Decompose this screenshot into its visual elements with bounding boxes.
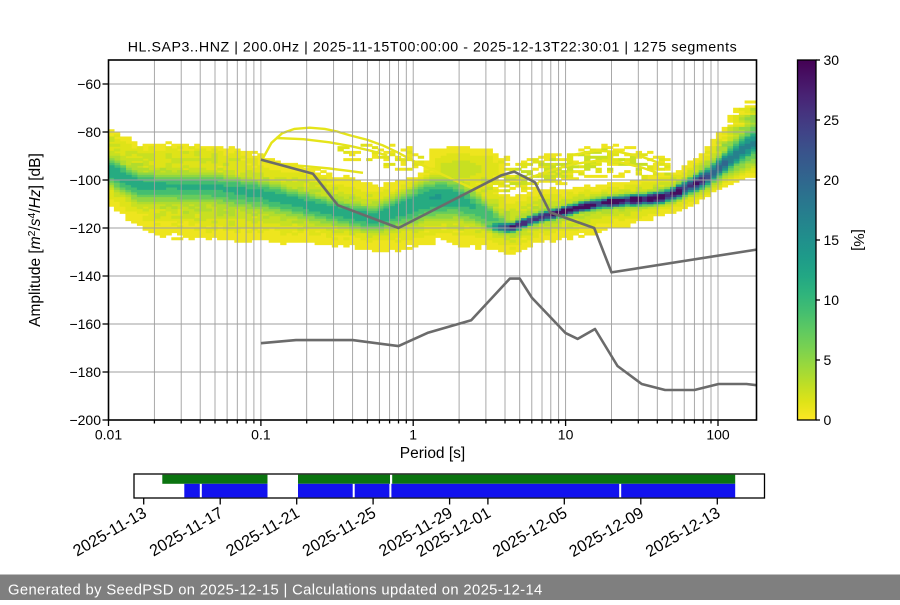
svg-text:0: 0 [824,412,832,428]
svg-text:5: 5 [824,352,832,368]
svg-text:1: 1 [409,427,417,443]
svg-text:20: 20 [824,172,840,188]
svg-text:−120: −120 [69,220,101,236]
svg-text:100: 100 [706,427,730,443]
svg-text:Generated by SeedPSD on 2025-1: Generated by SeedPSD on 2025-12-15 | Cal… [8,583,543,599]
svg-text:Period [s]: Period [s] [400,445,465,462]
svg-text:15: 15 [824,232,840,248]
svg-text:0.1: 0.1 [251,427,271,443]
svg-text:10: 10 [824,292,840,308]
svg-text:Amplitude [m2/s4/Hz] [dB]: Amplitude [m2/s4/Hz] [dB] [26,153,44,327]
svg-text:−180: −180 [69,364,101,380]
svg-text:−200: −200 [69,412,101,428]
svg-text:30: 30 [824,52,840,68]
svg-text:HL.SAP3..HNZ | 200.0Hz | 2025-: HL.SAP3..HNZ | 200.0Hz | 2025-11-15T00:0… [128,40,738,56]
svg-text:−140: −140 [69,268,101,284]
svg-text:[%]: [%] [850,229,867,251]
svg-text:−80: −80 [77,124,101,140]
svg-text:−160: −160 [69,316,101,332]
svg-text:0.01: 0.01 [95,427,122,443]
svg-text:−100: −100 [69,172,101,188]
svg-text:25: 25 [824,112,840,128]
svg-text:−60: −60 [77,76,101,92]
svg-text:10: 10 [558,427,574,443]
